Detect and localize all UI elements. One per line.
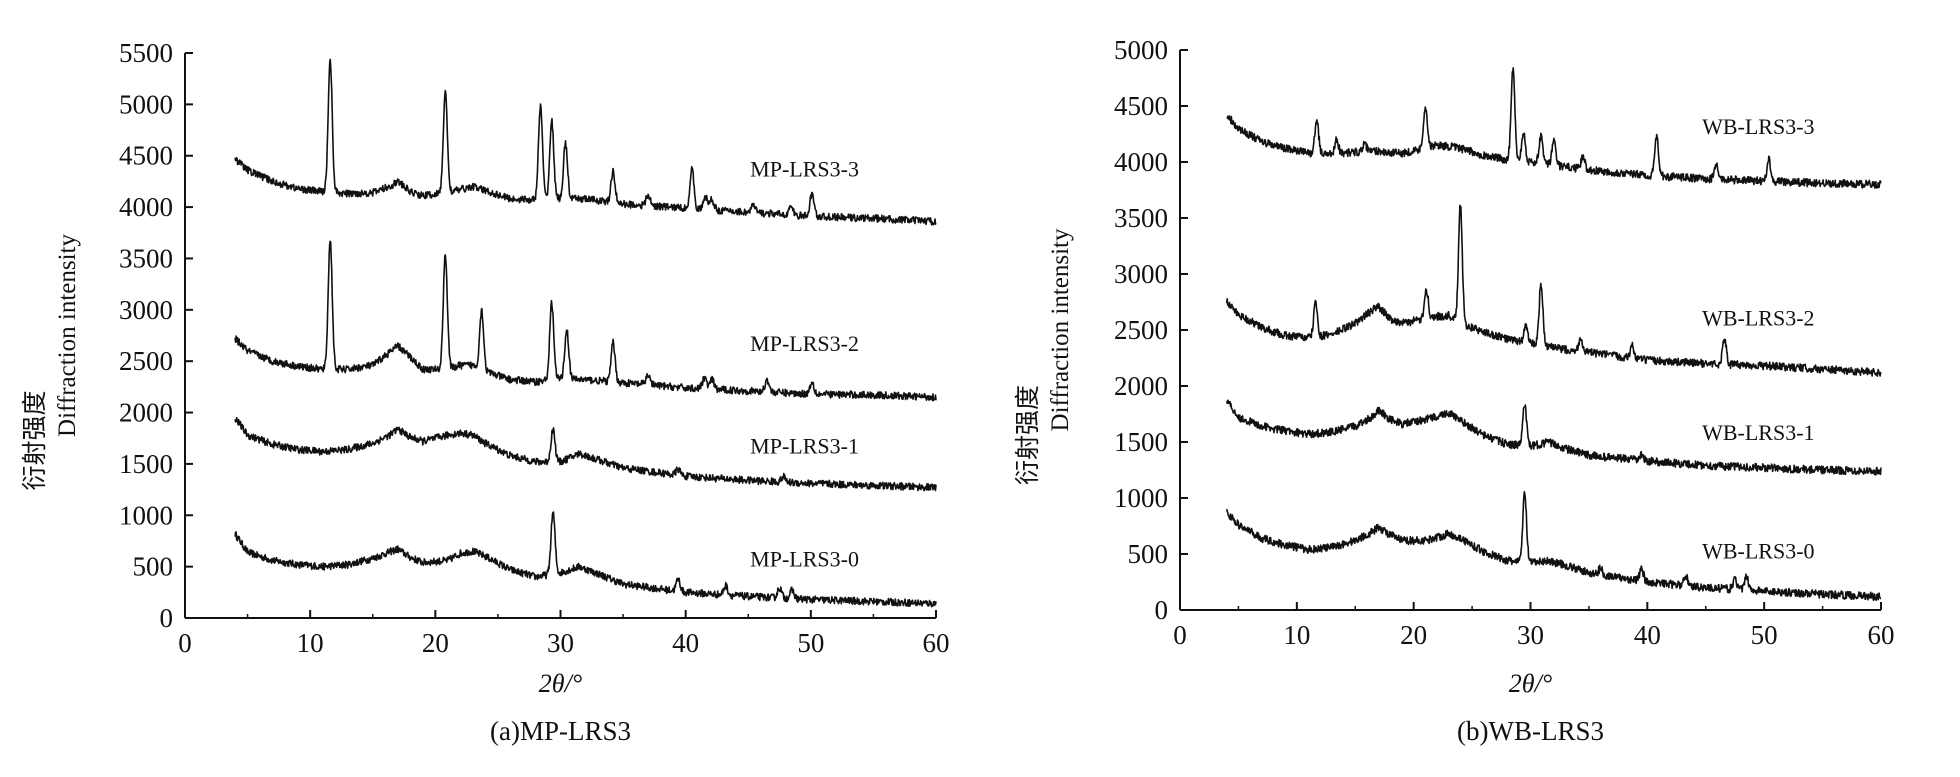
y-axis-title-cn: 衍射强度: [1014, 385, 1042, 485]
panel-a-mp-lrs3: 0 10 20 30 40 50 60 0 500 1000 1500 2000 2500 3000 350…: [21, 38, 950, 746]
panel-caption: (a)MP-LRS3: [490, 716, 631, 746]
y-tick-label: 1500: [1114, 427, 1168, 457]
y-tick-label: 0: [160, 603, 174, 633]
y-tick-label: 500: [133, 552, 174, 582]
series-label: MP-LRS3-3: [750, 156, 859, 181]
y-tick-label: 0: [1155, 595, 1169, 625]
series-trace-mp-lrs3-0: [234, 511, 937, 608]
x-axis-title: 2θ/°: [539, 669, 582, 698]
y-tick-label: 2000: [1114, 371, 1168, 401]
y-tick-label: 4000: [119, 192, 173, 222]
y-tick-label: 2000: [119, 398, 173, 428]
y-tick-label: 3500: [119, 243, 173, 273]
x-tick-label: 50: [797, 628, 824, 658]
y-tick-label: 2500: [119, 346, 173, 376]
series-trace-wb-lrs3-1: [1225, 399, 1882, 476]
y-tick-label: 2500: [1114, 315, 1168, 345]
series-label: WB-LRS3-3: [1702, 114, 1814, 139]
y-tick-label: 1000: [1114, 483, 1168, 513]
x-tick-label: 60: [923, 628, 950, 658]
y-tick-label: 4500: [119, 141, 173, 171]
series-label: WB-LRS3-1: [1702, 420, 1814, 445]
x-tick-label: 0: [1173, 620, 1187, 650]
series-label: MP-LRS3-0: [750, 547, 859, 572]
y-axis-title-en: Diffraction intensity: [54, 234, 81, 437]
x-tick-label: 0: [178, 628, 192, 658]
y-axis-title-en: Diffraction intensity: [1047, 228, 1074, 431]
x-axis-title: 2θ/°: [1509, 669, 1552, 698]
series-trace-wb-lrs3-3: [1226, 67, 1882, 189]
y-tick-label: 1500: [119, 449, 173, 479]
x-tick-label: 60: [1868, 620, 1895, 650]
x-tick-label: 10: [297, 628, 324, 658]
y-tick-label: 4500: [1114, 91, 1168, 121]
panel-b-wb-lrs3: 0 10 20 30 40 50 60 0 500 1000 1500 2000 2500 3000 350…: [1014, 35, 1895, 746]
x-tick-label: 20: [422, 628, 449, 658]
series-trace-mp-lrs3-1: [234, 416, 937, 492]
series-trace-mp-lrs3-3: [234, 58, 937, 226]
y-tick-label: 5000: [1114, 35, 1168, 65]
y-tick-label: 3000: [119, 295, 173, 325]
x-tick-label: 30: [1517, 620, 1544, 650]
series-label: WB-LRS3-2: [1702, 306, 1814, 331]
y-tick-label: 5500: [119, 38, 173, 68]
series-trace-wb-lrs3-2: [1225, 204, 1882, 377]
series-label: WB-LRS3-0: [1702, 538, 1814, 563]
x-tick-label: 50: [1751, 620, 1778, 650]
y-tick-label: 1000: [119, 500, 173, 530]
series-label: MP-LRS3-1: [750, 434, 859, 459]
y-tick-label: 4000: [1114, 147, 1168, 177]
y-axis-title-cn: 衍射强度: [21, 390, 49, 490]
x-tick-label: 40: [1634, 620, 1661, 650]
series-trace-mp-lrs3-2: [234, 240, 937, 402]
x-tick-label: 10: [1283, 620, 1310, 650]
series-trace-wb-lrs3-0: [1225, 491, 1882, 601]
series-label: MP-LRS3-2: [750, 331, 859, 356]
y-tick-label: 500: [1128, 539, 1169, 569]
x-tick-label: 20: [1400, 620, 1427, 650]
x-tick-label: 30: [547, 628, 574, 658]
panel-caption: (b)WB-LRS3: [1457, 716, 1604, 746]
y-tick-label: 5000: [119, 89, 173, 119]
y-tick-label: 3000: [1114, 259, 1168, 289]
y-tick-label: 3500: [1114, 203, 1168, 233]
x-tick-label: 40: [672, 628, 699, 658]
